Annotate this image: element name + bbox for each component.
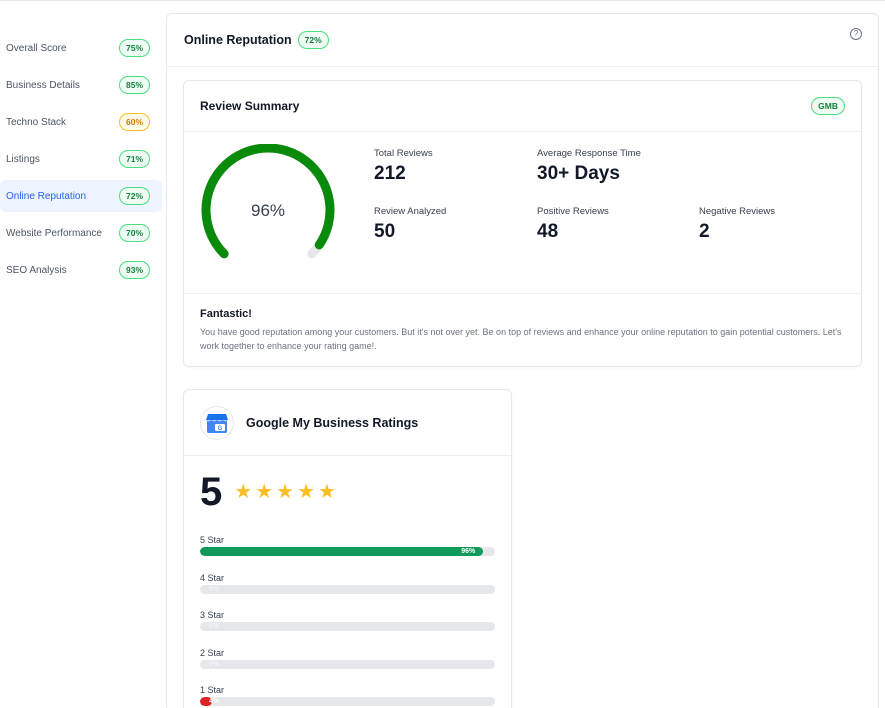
- page-title: Online Reputation: [184, 33, 292, 47]
- rating-bar-3-star: 3 Star 0%: [200, 610, 496, 648]
- sidebar-item-label: Techno Stack: [6, 116, 67, 128]
- top-divider: [0, 0, 885, 1]
- feedback-text: You have good reputation among your cust…: [200, 327, 842, 351]
- rating-bar-5-star: 5 Star 96%: [200, 535, 496, 573]
- rating-bar-percent: 4%: [209, 698, 220, 705]
- sidebar-item-label: Online Reputation: [6, 190, 87, 202]
- rating-bar-label: 1 Star: [200, 685, 225, 695]
- sidebar-item-techno-stack[interactable]: Techno Stack 60%: [0, 106, 162, 138]
- review-summary-card: Review Summary GMB 96% Total Reviews 212…: [183, 80, 862, 367]
- review-summary-footer: Fantastic! You have good reputation amon…: [184, 294, 861, 367]
- gauge-value: 96%: [251, 201, 285, 220]
- rating-bar-label: 5 Star: [200, 535, 225, 545]
- svg-text:G: G: [218, 426, 223, 432]
- rating-bar-label: 3 Star: [200, 610, 225, 620]
- rating-bar-2-star: 2 Star 0%: [200, 648, 496, 686]
- stat-label: Average Response Time: [537, 148, 641, 159]
- score-badge: 72%: [118, 187, 150, 205]
- star-icon: ★: [234, 481, 253, 503]
- sidebar-item-label: Website Performance: [6, 227, 102, 239]
- score-badge: 85%: [118, 76, 150, 94]
- stat-label: Positive Reviews: [537, 206, 609, 217]
- sidebar-item-overall-score[interactable]: Overall Score 75%: [0, 32, 162, 64]
- sidebar-item-business-details[interactable]: Business Details 85%: [0, 69, 162, 101]
- sidebar-item-label: Listings: [6, 153, 40, 165]
- rating-bar-track: 4%: [200, 697, 495, 706]
- rating-bar-percent: 0%: [209, 623, 220, 630]
- reputation-gauge: 96%: [201, 144, 335, 259]
- gmb-ratings-title: Google My Business Ratings: [246, 415, 419, 430]
- sidebar-item-listings[interactable]: Listings 71%: [0, 143, 162, 175]
- review-summary-title: Review Summary: [200, 99, 300, 113]
- rating-bar-label: 4 Star: [200, 572, 225, 583]
- sidebar-item-label: Overall Score: [6, 42, 67, 54]
- stat-positive-reviews: Positive Reviews 48: [537, 206, 609, 243]
- stat-label: Negative Reviews: [699, 206, 776, 217]
- score-badge: 75%: [118, 39, 150, 57]
- stat-value: 212: [374, 163, 406, 184]
- sidebar-item-online-reputation[interactable]: Online Reputation 72%: [0, 180, 162, 212]
- google-my-business-icon: G: [200, 405, 234, 440]
- stat-value: 30+ Days: [537, 163, 620, 184]
- star-icon: ★: [318, 481, 336, 503]
- main-panel: Online Reputation 72% ? Review Summary G…: [166, 13, 879, 708]
- gmb-ratings-card: G Google My Business Ratings 5 ★ ★ ★ ★ ★ 5 S…: [183, 389, 512, 708]
- rating-bar-track: 0%: [200, 622, 495, 631]
- stat-negative-reviews: Negative Reviews 2: [699, 206, 775, 243]
- score-badge: 71%: [118, 150, 150, 168]
- score-badge: 72%: [297, 31, 329, 49]
- rating-distribution: 5 Star 96% 4 Star 0% 3 Star 0%: [200, 535, 496, 708]
- stat-label: Total Reviews: [374, 148, 433, 159]
- rating-bar-fill: [200, 547, 484, 556]
- page-header: Online Reputation 72% ?: [167, 14, 878, 67]
- stat-review-analyzed: Review Analyzed 50: [374, 206, 446, 243]
- stat-value: 50: [374, 221, 396, 242]
- rating-bar-track: 96%: [200, 547, 495, 556]
- stat-value: 2: [699, 221, 710, 242]
- score-badge: 60%: [118, 113, 150, 131]
- feedback-title: Fantastic!: [200, 308, 252, 320]
- review-summary-body: 96% Total Reviews 212 Average Response T…: [184, 132, 861, 294]
- rating-bar-label: 2 Star: [200, 647, 225, 658]
- sidebar-item-website-performance[interactable]: Website Performance 70%: [0, 217, 162, 249]
- sidebar-item-seo-analysis[interactable]: SEO Analysis 93%: [0, 254, 162, 286]
- gmb-badge: GMB: [811, 97, 845, 115]
- stat-total-reviews: Total Reviews 212: [374, 148, 433, 185]
- score-badge: 93%: [118, 261, 150, 279]
- rating-bar-track: 0%: [200, 659, 495, 669]
- star-icon: ★: [297, 481, 315, 503]
- stat-value: 48: [537, 221, 559, 242]
- rating-bar-percent: 96%: [461, 548, 476, 555]
- star-icon: ★: [276, 481, 295, 503]
- rating-bar-fill: [200, 697, 212, 706]
- rating-value: 5: [200, 470, 223, 514]
- stat-average-response-time: Average Response Time 30+ Days: [537, 148, 641, 185]
- rating-bar-track: 0%: [200, 584, 495, 594]
- star-rating: ★ ★ ★ ★ ★: [234, 482, 336, 502]
- rating-bar-percent: 0%: [209, 585, 220, 593]
- gmb-ratings-header: G Google My Business Ratings: [184, 390, 511, 456]
- rating-bar-4-star: 4 Star 0%: [200, 573, 496, 611]
- overall-rating: 5 ★ ★ ★ ★ ★: [200, 470, 336, 514]
- star-icon: ★: [255, 481, 274, 503]
- sidebar-item-label: Business Details: [6, 79, 80, 91]
- gauge-fill: [201, 144, 335, 259]
- question-circle-icon[interactable]: ?: [850, 28, 862, 40]
- rating-bar-1-star: 1 Star 4%: [200, 685, 496, 708]
- score-badge: 70%: [118, 224, 150, 242]
- sidebar: Overall Score 75% Business Details 85% T…: [0, 32, 162, 291]
- review-summary-header: Review Summary GMB: [184, 81, 861, 132]
- stat-label: Review Analyzed: [374, 206, 447, 217]
- rating-bar-percent: 0%: [209, 660, 220, 668]
- sidebar-item-label: SEO Analysis: [6, 264, 67, 276]
